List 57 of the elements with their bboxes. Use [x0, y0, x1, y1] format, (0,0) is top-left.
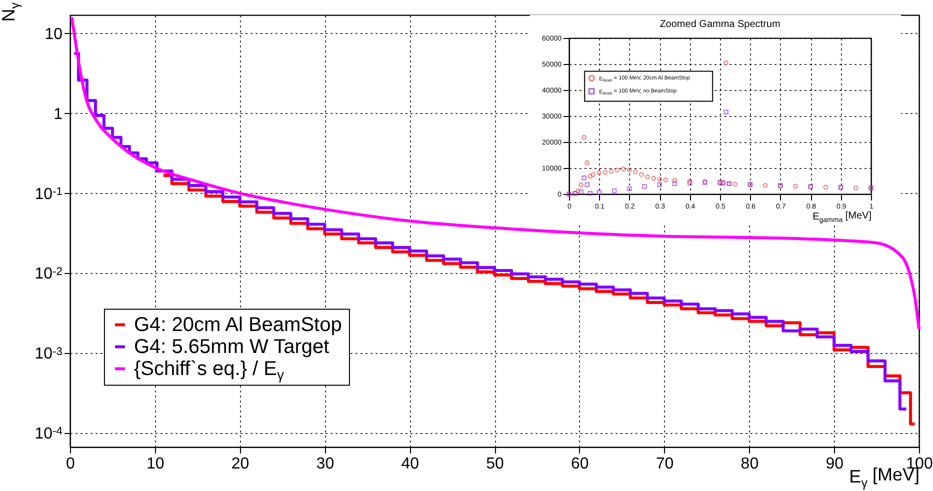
point	[608, 169, 614, 174]
point	[596, 170, 602, 176]
point	[588, 190, 593, 196]
point	[762, 183, 768, 188]
point	[657, 176, 662, 182]
x-tick-label: 30	[316, 456, 334, 472]
x-axis-title: E$_{gamma}$ [MeV]	[812, 210, 872, 224]
point	[576, 188, 580, 194]
x-tick-label: 40	[401, 456, 420, 472]
point	[732, 182, 738, 186]
legend-label: G4: 20cm Al BeamStop	[134, 314, 342, 336]
point	[627, 186, 632, 192]
x-tick-label: 60	[571, 456, 589, 472]
point	[596, 190, 602, 195]
point	[584, 182, 590, 188]
point	[672, 181, 678, 186]
point	[582, 134, 586, 140]
legend-label: G4: 5.65mm W Target	[134, 336, 330, 358]
point	[645, 174, 650, 180]
point	[582, 176, 586, 180]
point	[724, 60, 728, 66]
x-tick-label: 90	[826, 456, 844, 472]
point	[793, 184, 798, 189]
x-tick-label: 10	[146, 456, 164, 472]
point	[854, 186, 858, 190]
point	[724, 110, 728, 114]
chart-title: Zoomed Gamma Spectrum	[660, 19, 780, 30]
point	[642, 184, 647, 189]
y-tick-label: 1	[54, 106, 63, 123]
y-tick-label: 10$^{-1}$	[34, 186, 62, 203]
x-tick-label: 20	[231, 456, 250, 472]
point	[627, 168, 632, 172]
point	[651, 176, 656, 181]
point	[584, 160, 590, 166]
point	[672, 178, 678, 183]
point	[633, 170, 638, 174]
point	[657, 182, 662, 188]
point	[639, 172, 644, 177]
point	[578, 182, 584, 188]
x-tick-label: 70	[656, 456, 674, 472]
x-tick-label: 80	[740, 456, 759, 472]
y-tick-label: 10$^{-4}$	[34, 426, 62, 443]
y-tick-label: 10	[44, 26, 63, 43]
point	[588, 174, 593, 179]
x-tick-label: 0	[66, 456, 76, 472]
legend-label: {Schiff`s eq.} / E$_{γ}$	[134, 358, 284, 383]
point	[612, 188, 617, 194]
y-tick-label: 10$^{-2}$	[34, 266, 62, 283]
y-tick-label: 10$^{-3}$	[34, 346, 62, 363]
point	[578, 190, 584, 194]
point	[614, 168, 620, 172]
point	[602, 170, 608, 175]
point	[663, 178, 668, 182]
x-tick-label: 50	[486, 456, 504, 472]
point	[823, 184, 828, 190]
point	[620, 166, 626, 172]
point	[590, 172, 596, 177]
